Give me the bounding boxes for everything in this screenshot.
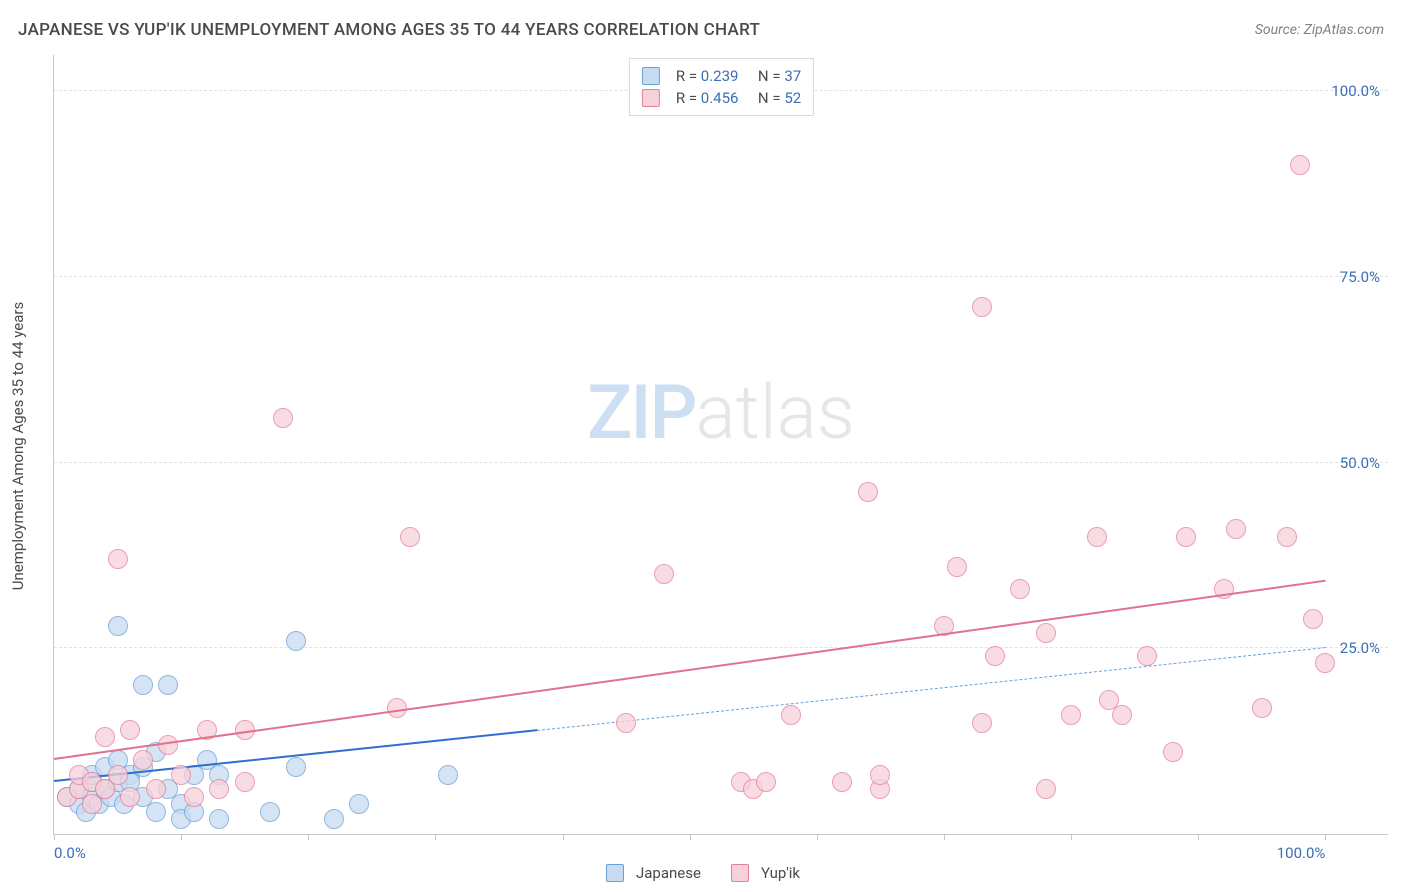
y-tick-label: 75.0% xyxy=(1340,268,1380,286)
data-point xyxy=(985,646,1005,666)
legend-label: Yup'ik xyxy=(761,864,800,882)
data-point xyxy=(1315,653,1335,673)
data-point xyxy=(349,794,369,814)
data-point xyxy=(781,705,801,725)
data-point xyxy=(616,713,636,733)
r-label: R = 0.456 xyxy=(676,89,739,107)
trend-line xyxy=(54,579,1326,759)
x-tick xyxy=(54,834,55,840)
data-point xyxy=(972,713,992,733)
data-point xyxy=(120,720,140,740)
source-attribution: Source: ZipAtlas.com xyxy=(1255,22,1384,38)
data-point xyxy=(184,787,204,807)
data-point xyxy=(1112,705,1132,725)
chart-title: JAPANESE VS YUP'IK UNEMPLOYMENT AMONG AG… xyxy=(18,20,760,40)
data-point xyxy=(1226,519,1246,539)
data-point xyxy=(972,297,992,317)
legend-swatch xyxy=(731,864,749,882)
x-tick xyxy=(1071,834,1072,840)
data-point xyxy=(1303,609,1323,629)
correlation-legend: R = 0.239 N = 37R = 0.456 N = 52 xyxy=(629,58,814,116)
data-point xyxy=(832,772,852,792)
data-point xyxy=(209,809,229,829)
data-point xyxy=(438,765,458,785)
x-tick-label: 100.0% xyxy=(1277,844,1326,862)
x-tick xyxy=(435,834,436,840)
data-point xyxy=(158,675,178,695)
x-tick xyxy=(1325,834,1326,840)
watermark: ZIPatlas xyxy=(587,369,855,457)
x-tick xyxy=(690,834,691,840)
data-point xyxy=(1277,527,1297,547)
y-tick-label: 50.0% xyxy=(1340,454,1380,472)
n-label: N = 37 xyxy=(750,67,801,85)
y-axis-label: Unemployment Among Ages 35 to 44 years xyxy=(9,302,27,590)
x-tick-label: 0.0% xyxy=(54,844,86,862)
data-point xyxy=(324,809,344,829)
data-point xyxy=(108,765,128,785)
data-point xyxy=(133,675,153,695)
gridline xyxy=(54,276,1388,277)
x-tick xyxy=(181,834,182,840)
data-point xyxy=(171,765,191,785)
data-point xyxy=(286,631,306,651)
data-point xyxy=(146,779,166,799)
y-tick-label: 100.0% xyxy=(1331,82,1380,100)
trend-line xyxy=(537,647,1325,731)
data-point xyxy=(858,482,878,502)
data-point xyxy=(108,616,128,636)
legend-swatch xyxy=(606,864,624,882)
data-point xyxy=(400,527,420,547)
data-point xyxy=(1176,527,1196,547)
data-point xyxy=(1061,705,1081,725)
data-point xyxy=(1137,646,1157,666)
legend-row: R = 0.456 N = 52 xyxy=(642,87,801,109)
data-point xyxy=(387,698,407,718)
data-point xyxy=(947,557,967,577)
data-point xyxy=(120,787,140,807)
data-point xyxy=(235,772,255,792)
y-tick-label: 25.0% xyxy=(1340,639,1380,657)
x-tick xyxy=(308,834,309,840)
data-point xyxy=(286,757,306,777)
data-point xyxy=(1036,623,1056,643)
x-tick xyxy=(944,834,945,840)
x-tick xyxy=(1198,834,1199,840)
scatter-correlation-chart: JAPANESE VS YUP'IK UNEMPLOYMENT AMONG AG… xyxy=(0,0,1406,892)
data-point xyxy=(108,549,128,569)
n-label: N = 52 xyxy=(750,89,801,107)
data-point xyxy=(870,765,890,785)
gridline xyxy=(54,462,1388,463)
data-point xyxy=(146,802,166,822)
legend-label: Japanese xyxy=(636,864,701,882)
r-label: R = 0.239 xyxy=(676,67,739,85)
data-point xyxy=(95,727,115,747)
data-point xyxy=(273,408,293,428)
legend-swatch xyxy=(642,89,660,107)
data-point xyxy=(260,802,280,822)
data-point xyxy=(654,564,674,584)
data-point xyxy=(133,750,153,770)
legend-item: Japanese xyxy=(606,864,701,882)
plot-area: ZIPatlas 25.0%50.0%75.0%100.0%0.0%100.0% xyxy=(53,55,1388,835)
data-point xyxy=(209,779,229,799)
x-tick xyxy=(817,834,818,840)
legend-row: R = 0.239 N = 37 xyxy=(642,65,801,87)
data-point xyxy=(756,772,776,792)
data-point xyxy=(1087,527,1107,547)
legend-swatch xyxy=(642,67,660,85)
gridline xyxy=(54,647,1388,648)
data-point xyxy=(1252,698,1272,718)
data-point xyxy=(1290,155,1310,175)
x-tick xyxy=(563,834,564,840)
data-point xyxy=(1036,779,1056,799)
series-legend: Japanese Yup'ik xyxy=(598,862,808,884)
data-point xyxy=(1163,742,1183,762)
legend-item: Yup'ik xyxy=(731,864,800,882)
data-point xyxy=(1010,579,1030,599)
